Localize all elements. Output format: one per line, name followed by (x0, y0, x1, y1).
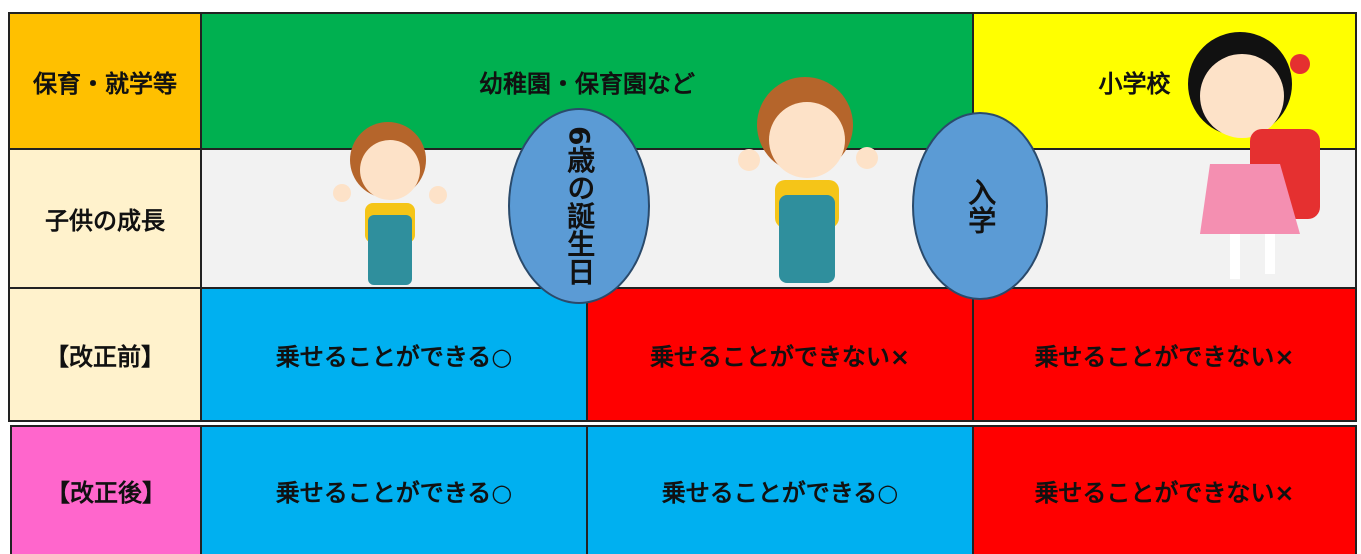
cell-text: 小学校 (1098, 69, 1171, 98)
cell: 乗せることができる○ (200, 287, 588, 422)
cell: 乗せることができない× (586, 287, 974, 422)
schoolgirl-figure (1188, 32, 1320, 279)
cell: 乗せることができる○ (200, 425, 588, 554)
cell: 乗せることができない× (972, 425, 1357, 554)
oval-label: 6歳の誕生日 (508, 108, 650, 304)
cell: 乗せることができる○ (586, 425, 974, 554)
child-figure (333, 122, 447, 285)
row-header: 【改正後】 (10, 425, 202, 554)
oval-label: 入学 (912, 112, 1048, 300)
cell: 乗せることができない× (972, 287, 1357, 422)
row-header: 子供の成長 (8, 148, 202, 289)
oval-text: 6歳の誕生日 (563, 126, 597, 286)
child-figure (738, 77, 878, 283)
row-header: 保育・就学等 (8, 12, 202, 150)
oval-text: 入学 (964, 178, 998, 234)
row-header: 【改正前】 (8, 287, 202, 422)
